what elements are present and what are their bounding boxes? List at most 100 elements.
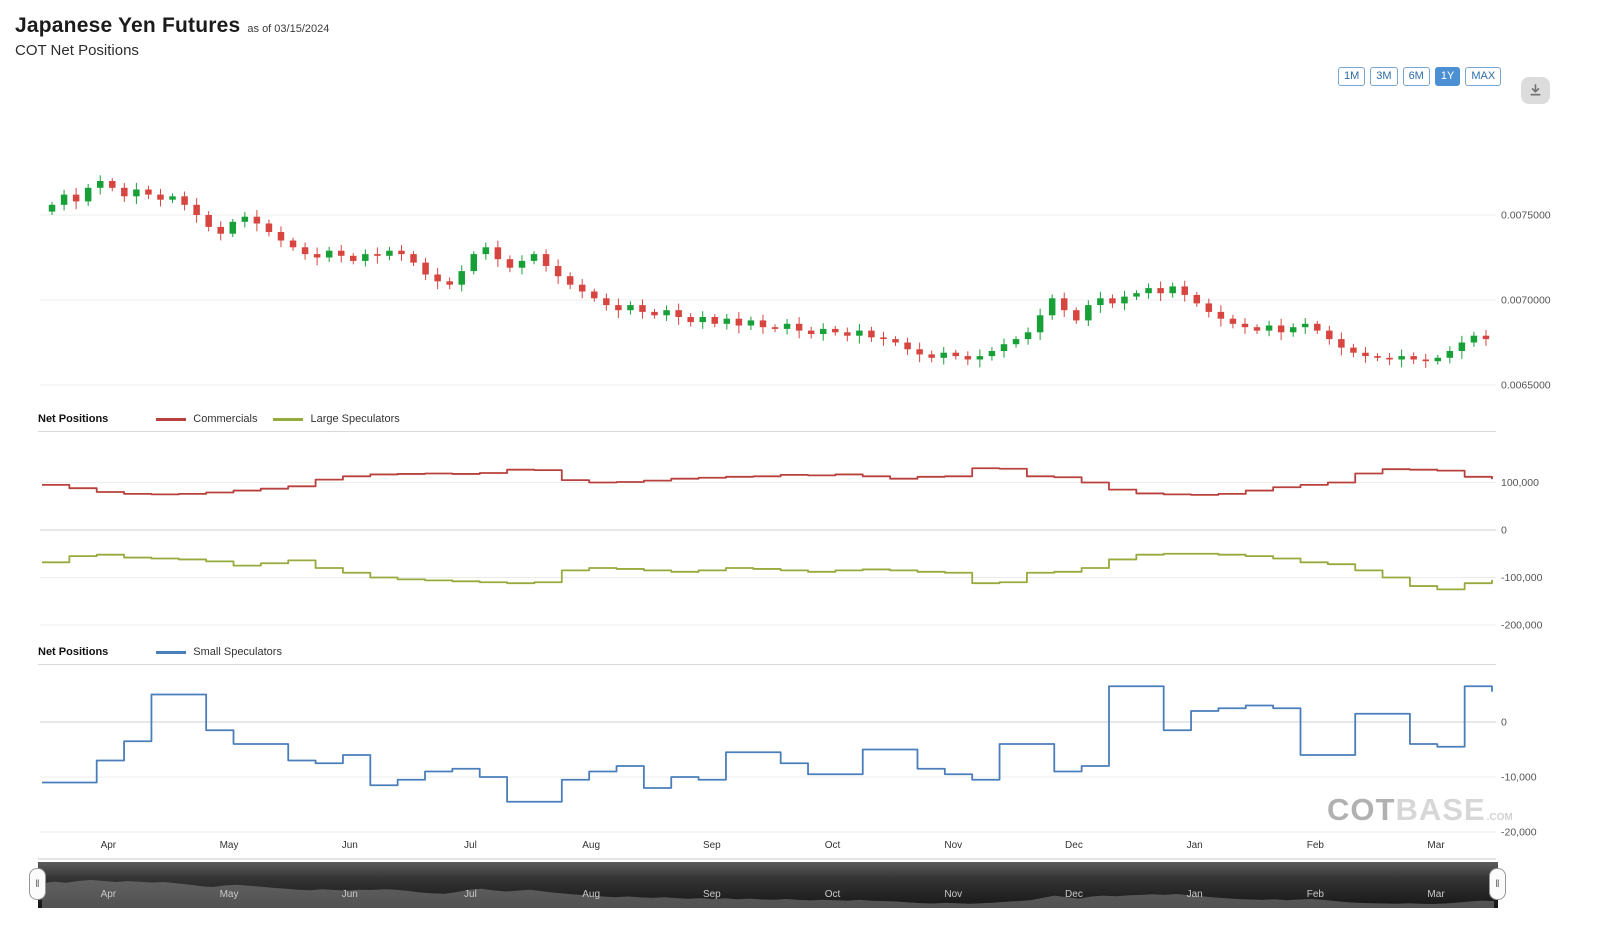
candlestick-chart[interactable]: 0.0075000 0.0070000 0.0065000 [0,108,1621,410]
timeframe-button-1y[interactable]: 1Y [1434,67,1461,86]
legend-item-commercials[interactable]: Commercials [156,413,257,425]
candle [169,196,176,200]
month-label: Jan [1187,840,1203,851]
legend-label-small-speculators: Small Speculators [193,646,282,658]
candle [1241,323,1249,328]
navigator-left-handle[interactable]: ‖ [29,868,46,900]
nav-month-label: Dec [1065,889,1083,900]
legend-item-large-speculators[interactable]: Large Speculators [273,413,400,425]
candle [783,323,791,329]
candle [1374,356,1381,358]
candle [795,323,803,331]
candle [566,276,574,285]
candle [1073,310,1080,321]
candle [542,254,550,266]
candle [229,221,237,234]
page-title: Japanese Yen Futures [15,14,241,37]
timeframe-button-1m[interactable]: 1M [1338,67,1366,86]
candle [265,223,273,232]
nav-month-label: Jan [1187,889,1203,900]
candle [446,281,453,285]
download-button[interactable] [1521,77,1550,104]
chart-subtitle: COT Net Positions [15,42,139,59]
candle [1193,294,1201,304]
commercials-large-speculators-chart[interactable]: 100,000 0 -100,000 -200,000 [0,430,1621,638]
candle [325,250,333,258]
candle [96,181,104,188]
as-of-date: as of 03/15/2024 [247,23,330,35]
timeframe-button-6m[interactable]: 6M [1402,67,1430,86]
series-large-speculators [42,552,1493,591]
candle [1121,296,1128,304]
month-label: Dec [1065,840,1083,851]
candle [1386,357,1393,360]
candle [1169,286,1176,294]
candle [1024,332,1032,340]
month-label: Sep [703,840,721,851]
candle [530,254,538,261]
candle [1145,288,1152,294]
candle [410,254,417,263]
candle [181,196,188,205]
candle [627,305,634,311]
candle [482,247,490,255]
candle [1097,298,1104,306]
candle [1036,315,1044,333]
candle [1217,311,1225,319]
candle [1458,342,1466,351]
candle [494,247,502,260]
candle [398,250,405,255]
legend-title: Net Positions [38,413,109,425]
navigator-right-handle[interactable]: ‖ [1489,868,1506,900]
candle [603,298,610,306]
candle [699,317,706,323]
nav-month-label: Nov [944,889,962,900]
download-icon [1530,84,1541,96]
month-label: Mar [1427,840,1445,851]
watermark-cot: COT [1327,792,1396,827]
large-speculators-line-swatch [273,417,304,421]
nav-month-label: Jul [464,889,477,900]
candle [1133,293,1140,297]
candle [518,260,526,268]
candle [253,216,261,224]
candle [1362,352,1369,357]
candle [422,262,429,275]
candle [84,187,92,202]
candle [301,247,309,255]
candle [217,226,224,234]
candle [832,328,839,333]
candle [470,254,478,272]
timeframe-button-max[interactable]: MAX [1465,67,1502,86]
candle [964,356,972,360]
candle [72,194,80,202]
candle [1181,286,1188,295]
candle [289,240,297,248]
navigator-silhouette [42,880,1494,908]
timeframe-button-3m[interactable]: 3M [1370,67,1398,86]
candle [277,232,285,241]
legend-label-commercials: Commercials [193,413,258,425]
candle [1326,330,1333,340]
candle [1157,288,1164,294]
candle [1434,357,1442,362]
y-axis-label: 0 [1501,525,1507,537]
candle [109,181,116,188]
candle [1289,327,1297,333]
candle [639,305,646,312]
candle [121,187,128,197]
candle [1338,339,1345,348]
candle [807,330,815,334]
small-speculators-chart[interactable]: 0 -10,000 -20,000 Apr May Jun Jul Aug Sep Oct Nov D… [0,663,1621,863]
month-label: May [220,840,239,851]
range-navigator[interactable]: Apr May Jun Jul Aug Sep Oct Nov Dec Jan Feb Mar [38,862,1498,908]
legend-item-small-speculators[interactable]: Small Speculators [156,646,282,658]
legend-title: Net Positions [38,646,109,658]
y-axis-label: 0.0065000 [1501,380,1551,392]
series-small-speculators [42,685,1493,803]
nav-month-label: Feb [1307,889,1325,900]
candle [205,215,212,227]
y-axis-label: 0.0075000 [1501,210,1551,222]
legend-label-large-speculators: Large Speculators [310,413,400,425]
y-axis-label: 0.0070000 [1501,295,1551,307]
